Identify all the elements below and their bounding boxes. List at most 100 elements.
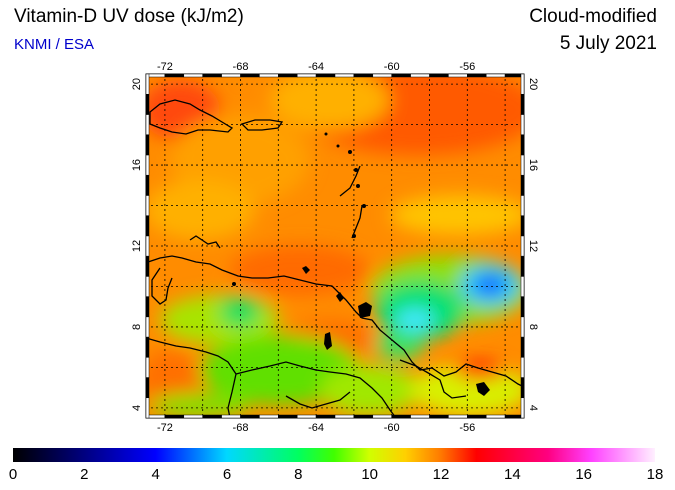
frame-tick [164,73,185,78]
lat-tick-label-right: 8 [527,324,539,330]
islands [232,132,490,396]
frame-tick [520,357,525,378]
frame-tick [520,195,525,216]
frame-tick [145,336,150,358]
frame-tick [145,114,150,135]
frame-tick [520,276,525,297]
lat-tick-label-right: 16 [527,159,539,171]
colorbar-label: 14 [504,466,521,483]
frame-tick [520,377,525,399]
lon-tick-label-bottom: -68 [233,422,249,434]
frame-tick [145,296,150,318]
frame-tick [520,114,525,135]
lat-tick-label-left: 16 [131,159,143,171]
frame-tick [467,73,487,78]
frame-tick [145,215,150,237]
frame-tick [520,73,525,95]
colorbar-label: 6 [223,466,231,483]
colorbar-label: 8 [294,466,302,483]
graticule [146,74,524,418]
frame-tick [520,316,525,338]
frame-tick [240,414,260,419]
lon-tick-label-top: -56 [459,61,475,73]
frame-tick [296,73,317,78]
frame-tick [391,73,411,78]
lon-tick-label-bottom: -64 [308,422,324,434]
lat-tick-label-right: 12 [527,240,539,252]
frame-ticks [145,73,525,419]
frame-tick [520,154,525,176]
product-label: Cloud-modified [529,6,657,27]
frame-tick [145,316,150,338]
frame-tick [278,414,298,419]
frame-tick [520,93,525,115]
frame-tick [145,93,150,115]
frame-tick [410,414,430,419]
colorbar-label: 0 [9,466,17,483]
frame-tick [221,414,241,419]
frame-tick [334,73,355,78]
frame-tick [221,73,241,78]
frame-tick [145,73,150,95]
frame-tick [467,414,487,419]
frame-tick [429,414,449,419]
frame-tick [145,154,150,176]
colorbar-label: 10 [361,466,378,483]
lon-tick-label-top: -64 [308,61,324,73]
frame-tick [240,73,260,78]
frame-tick [353,73,374,78]
date-label: 5 July 2021 [559,33,657,54]
lon-tick-label-bottom: -72 [157,422,173,434]
lat-tick-label-right: 20 [527,78,539,90]
lon-tick-label-bottom: -60 [384,422,400,434]
frame-tick [145,357,150,378]
frame-tick [145,195,150,216]
frame-tick [145,174,150,196]
frame-tick [145,276,150,297]
frame-tick [353,414,374,419]
frame-tick [164,414,185,419]
colorbar-label: 16 [575,466,592,483]
frame-tick [145,255,150,277]
lon-tick-label-top: -68 [233,61,249,73]
frame-tick [429,73,449,78]
tick-labels: -72 -72 -68 -68 -64 -64 -60 -60 -56 -56 4 4 8 8 12 12 16… [131,61,539,434]
frame-tick [315,73,336,78]
frame-tick [448,414,468,419]
lat-tick-label-left: 20 [131,78,143,90]
frame-tick [372,414,392,419]
frame-tick [334,414,355,419]
frame-tick [278,73,298,78]
frame-tick [145,134,150,156]
colorbar-label: 2 [80,466,88,483]
frame-tick [145,397,150,419]
lon-tick-label-bottom: -56 [459,422,475,434]
lat-tick-label-left: 8 [131,324,143,330]
colorbar-label: 18 [647,466,664,483]
frame-tick [520,235,525,257]
frame-tick [145,377,150,399]
lon-tick-label-top: -72 [157,61,173,73]
frame-tick [202,73,222,78]
colorbar-label: 12 [433,466,450,483]
frame-tick [202,414,222,419]
uv-field [146,74,524,418]
frame-tick [448,73,468,78]
frame-tick [520,296,525,318]
frame-tick [315,414,336,419]
lat-tick-label-left: 12 [131,240,143,252]
frame-tick [259,73,279,78]
lat-tick-label-right: 4 [527,405,539,411]
frame-tick [410,73,430,78]
frame-tick [520,336,525,358]
frame-tick [372,73,392,78]
source-label: KNMI / ESA [14,36,95,53]
frame-tick [145,235,150,257]
colorbar [13,448,655,462]
frame-tick [485,73,506,78]
lon-tick-label-top: -60 [384,61,400,73]
frame-tick [520,397,525,419]
frame-tick [485,414,506,419]
frame-tick [391,414,411,419]
